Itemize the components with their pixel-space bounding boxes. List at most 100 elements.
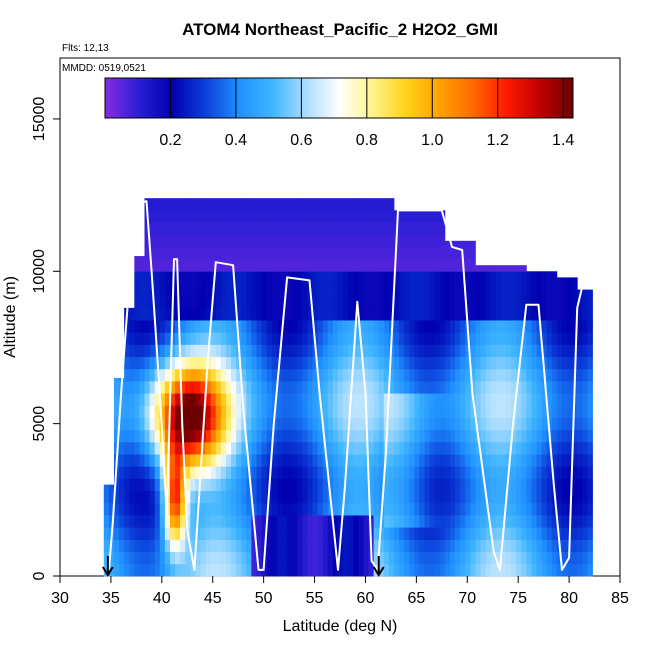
heatmap-cell (159, 368, 166, 382)
heatmap-cell (287, 502, 293, 516)
heatmap-cell (470, 527, 476, 540)
heatmap-cell (210, 441, 217, 455)
heatmap-cell (444, 490, 451, 504)
heatmap-cell (414, 246, 420, 260)
heatmap-cell (332, 515, 339, 528)
heatmap-cell (480, 539, 486, 553)
heatmap-cell (149, 441, 156, 455)
heatmap-cell (241, 429, 247, 443)
heatmap-cell (164, 393, 171, 406)
heatmap-cell (460, 393, 466, 406)
heatmap-cell (378, 283, 385, 297)
heatmap-cell (582, 368, 588, 382)
heatmap-cell (337, 478, 344, 492)
heatmap-cell (129, 551, 135, 565)
heatmap-cell (271, 563, 278, 577)
heatmap-cell (195, 295, 201, 309)
heatmap-cell (348, 454, 354, 467)
heatmap-cell (587, 405, 593, 418)
heatmap-cell (251, 551, 257, 565)
heatmap-cell (521, 295, 527, 309)
heatmap-cell (241, 198, 247, 211)
heatmap-cell (531, 344, 537, 358)
heatmap-cell (113, 478, 120, 492)
heatmap-cell (368, 344, 374, 358)
heatmap-cell (475, 551, 481, 565)
heatmap-cell (429, 271, 436, 284)
heatmap-cell (119, 527, 125, 540)
heatmap-cell (276, 295, 283, 309)
heatmap-cell (409, 563, 415, 577)
heatmap-cell (439, 246, 446, 260)
heatmap-cell (200, 222, 206, 236)
heatmap-cell (465, 490, 471, 504)
heatmap-cell (358, 198, 364, 211)
heatmap-cell (541, 283, 548, 297)
heatmap-cell (429, 539, 436, 553)
heatmap-cell (429, 295, 436, 309)
heatmap-cell (567, 368, 573, 382)
heatmap-cell (358, 466, 364, 479)
heatmap-cell (485, 344, 492, 358)
heatmap-cell (409, 271, 415, 284)
heatmap-cell (119, 478, 125, 492)
heatmap-cell (200, 344, 206, 358)
heatmap-cell (205, 466, 212, 479)
heatmap-cell (475, 539, 481, 553)
heatmap-cell (455, 320, 461, 333)
heatmap-cell (251, 393, 257, 406)
heatmap-cell (144, 478, 150, 492)
heatmap-cell (495, 393, 502, 406)
heatmap-cell (546, 563, 553, 577)
heatmap-cell (241, 466, 247, 479)
heatmap-cell (409, 515, 415, 528)
heatmap-cell (399, 515, 405, 528)
heatmap-cell (526, 490, 532, 504)
heatmap-cell (195, 417, 201, 431)
heatmap-cell (480, 368, 486, 382)
x-tick-label: 70 (458, 590, 476, 607)
heatmap-cell (449, 490, 456, 504)
heatmap-cell (307, 222, 313, 236)
heatmap-cell (266, 222, 273, 236)
heatmap-cell (460, 490, 466, 504)
heatmap-cell (276, 259, 283, 272)
heatmap-cell (322, 405, 329, 418)
heatmap-cell (292, 551, 298, 565)
heatmap-cell (511, 368, 517, 382)
heatmap-cell (144, 417, 150, 431)
heatmap-cell (577, 307, 583, 321)
heatmap-cell (475, 490, 481, 504)
heatmap-cell (302, 551, 308, 565)
heatmap-cell (195, 527, 201, 540)
heatmap-cell (327, 429, 334, 443)
heatmap-cell (541, 515, 548, 528)
heatmap-cell (536, 466, 542, 479)
heatmap-cell (495, 368, 502, 382)
heatmap-cell (404, 368, 410, 382)
heatmap-cell (287, 405, 293, 418)
heatmap-cell (424, 515, 430, 528)
heatmap-cell (134, 393, 140, 406)
heatmap-cell (424, 356, 430, 370)
heatmap-cell (190, 356, 196, 370)
heatmap-cell (164, 332, 171, 345)
heatmap-cell (460, 502, 466, 516)
heatmap-cell (455, 515, 461, 528)
heatmap-cell (317, 478, 324, 492)
heatmap-cell (241, 222, 247, 236)
heatmap-cell (419, 210, 425, 223)
heatmap-cell (429, 393, 436, 406)
heatmap-cell (185, 368, 191, 382)
heatmap-cell (169, 527, 176, 540)
heatmap-cell (500, 393, 507, 406)
heatmap-cell (185, 198, 191, 211)
heatmap-cell (256, 259, 262, 272)
heatmap-cell (551, 454, 558, 467)
heatmap-cell (251, 283, 257, 297)
heatmap-cell (159, 283, 166, 297)
heatmap-cell (276, 198, 283, 211)
heatmap-cell (556, 393, 563, 406)
heatmap-cell (399, 320, 405, 333)
heatmap-cell (439, 466, 446, 479)
